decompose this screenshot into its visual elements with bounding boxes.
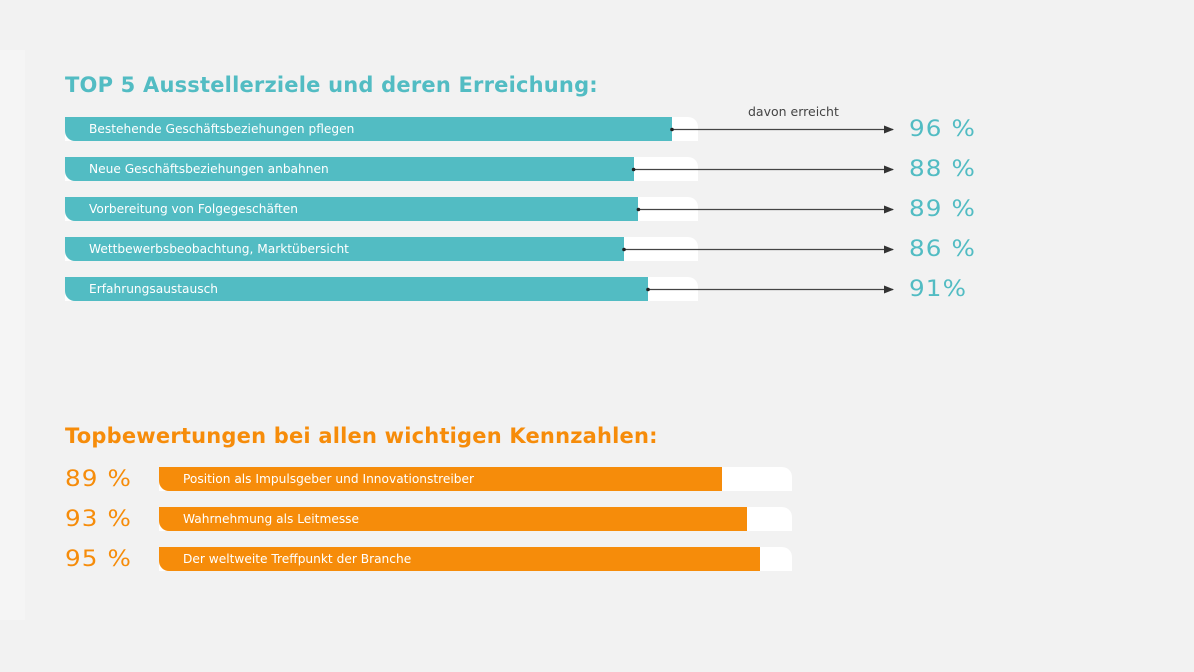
bar-label: Der weltweite Treffpunkt der Branche <box>183 552 412 566</box>
bar-track: Erfahrungsaustausch <box>65 277 698 301</box>
bar-fill: Wettbewerbsbeobachtung, Marktübersicht <box>65 237 624 261</box>
bar-label: Wettbewerbsbeobachtung, Marktübersicht <box>89 242 349 256</box>
bar-track: Wettbewerbsbeobachtung, Marktübersicht <box>65 237 698 261</box>
bar-label: Erfahrungsaustausch <box>89 282 219 296</box>
bar-label: Wahrnehmung als Leitmesse <box>183 512 360 526</box>
annotation-davon-erreicht: davon erreicht <box>748 104 839 119</box>
bar-track: Vorbereitung von Folgegeschäften <box>65 197 698 221</box>
value-label: 93 % <box>65 507 133 532</box>
bar-fill: Position als Impulsgeber und Innovations… <box>159 467 722 491</box>
bar-track: Der weltweite Treffpunkt der Branche <box>159 547 792 571</box>
side-panel <box>0 50 25 620</box>
bar-label: Position als Impulsgeber und Innovations… <box>183 472 475 486</box>
bar-fill: Der weltweite Treffpunkt der Branche <box>159 547 760 571</box>
value-label: 86 % <box>909 237 977 262</box>
bar-track: Wahrnehmung als Leitmesse <box>159 507 792 531</box>
bar-track: Neue Geschäftsbeziehungen anbahnen <box>65 157 698 181</box>
bar-fill: Wahrnehmung als Leitmesse <box>159 507 748 531</box>
bar-fill: Vorbereitung von Folgegeschäften <box>65 197 639 221</box>
value-label: 91% <box>909 277 968 302</box>
bar-fill: Erfahrungsaustausch <box>65 277 648 301</box>
bar-fill: Neue Geschäftsbeziehungen anbahnen <box>65 157 634 181</box>
bar-label: Vorbereitung von Folgegeschäften <box>89 202 299 216</box>
bar-track: Bestehende Geschäftsbeziehungen pflegen <box>65 117 698 141</box>
bar-label: Bestehende Geschäftsbeziehungen pflegen <box>89 122 355 136</box>
value-label: 89 % <box>65 467 133 492</box>
chart-title-ratings: Topbewertungen bei allen wichtigen Kennz… <box>65 424 658 448</box>
chart-title-top-goals: TOP 5 Ausstellerziele und deren Erreichu… <box>65 73 598 97</box>
value-label: 88 % <box>909 157 977 182</box>
value-label: 89 % <box>909 197 977 222</box>
value-label: 96 % <box>909 117 977 142</box>
bar-label: Neue Geschäftsbeziehungen anbahnen <box>89 162 329 176</box>
bar-fill: Bestehende Geschäftsbeziehungen pflegen <box>65 117 672 141</box>
bar-track: Position als Impulsgeber und Innovations… <box>159 467 792 491</box>
value-label: 95 % <box>65 547 133 572</box>
